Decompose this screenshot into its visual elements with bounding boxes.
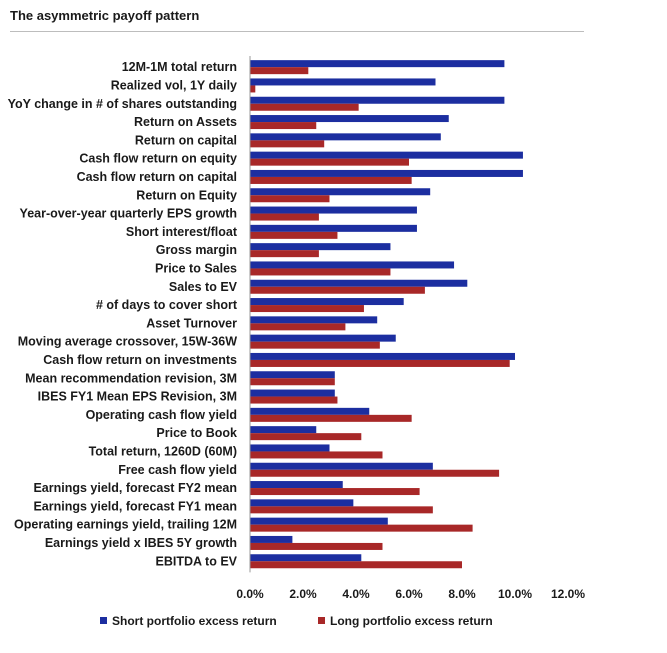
short-bar	[250, 462, 433, 470]
legend-label-long: Long portfolio excess return	[330, 614, 493, 628]
long-bar	[250, 195, 330, 203]
x-tick-label: 4.0%	[342, 587, 370, 601]
legend-swatch-short	[100, 617, 107, 624]
category-label: Price to Sales	[155, 261, 237, 275]
short-bar	[250, 389, 335, 397]
category-label: Sales to EV	[169, 280, 238, 294]
long-bar	[250, 396, 338, 404]
category-label: Moving average crossover, 15W-36W	[18, 335, 237, 349]
x-tick-label: 12.0%	[551, 587, 585, 601]
category-label: Gross margin	[156, 243, 237, 257]
short-bar	[250, 316, 378, 324]
long-bar	[250, 140, 325, 148]
long-bar	[250, 176, 412, 184]
category-label: Earnings yield, forecast FY1 mean	[33, 499, 237, 513]
long-bar	[250, 268, 391, 276]
category-label: Total return, 1260D (60M)	[89, 444, 237, 458]
long-bar	[250, 506, 433, 514]
long-bar	[250, 67, 309, 75]
x-tick-label: 2.0%	[289, 587, 317, 601]
short-bar	[250, 554, 362, 562]
short-bar	[250, 481, 343, 489]
category-label: Cash flow return on capital	[77, 170, 237, 184]
category-label: Operating cash flow yield	[86, 408, 237, 422]
long-bar	[250, 561, 462, 569]
short-bar	[250, 407, 370, 415]
category-label: Cash flow return on equity	[79, 152, 237, 166]
short-bar	[250, 151, 523, 159]
category-label: Return on Equity	[136, 188, 237, 202]
category-label: IBES FY1 Mean EPS Revision, 3M	[38, 390, 237, 404]
short-bar	[250, 78, 436, 86]
category-label: Asset Turnover	[146, 316, 237, 330]
long-bar	[250, 250, 319, 258]
category-label: Short interest/float	[126, 225, 238, 239]
category-label: Free cash flow yield	[118, 463, 237, 477]
title-divider	[10, 31, 584, 32]
long-bar	[250, 231, 338, 239]
long-bar	[250, 524, 473, 532]
short-bar	[250, 298, 404, 306]
category-label: YoY change in # of shares outstanding	[8, 97, 237, 111]
long-bar	[250, 488, 420, 496]
x-tick-label: 6.0%	[395, 587, 423, 601]
short-bar	[250, 517, 388, 525]
category-label: Cash flow return on investments	[43, 353, 237, 367]
chart-title: The asymmetric payoff pattern	[10, 8, 200, 23]
short-bar	[250, 206, 417, 214]
long-bar	[250, 305, 364, 313]
short-bar	[250, 243, 391, 251]
category-label: Return on Assets	[134, 115, 237, 129]
category-label: Realized vol, 1Y daily	[111, 78, 237, 92]
category-label: Earnings yield, forecast FY2 mean	[33, 481, 237, 495]
legend-swatch-long	[318, 617, 325, 624]
short-bar	[250, 115, 449, 123]
long-bar	[250, 286, 425, 294]
short-bar	[250, 188, 431, 196]
category-label: 12M-1M total return	[122, 60, 237, 74]
short-bar	[250, 60, 505, 68]
long-bar	[250, 359, 510, 367]
long-bar	[250, 414, 412, 422]
category-label: Price to Book	[156, 426, 237, 440]
long-bar	[250, 213, 319, 221]
short-bar	[250, 133, 441, 141]
category-label: Mean recommendation revision, 3M	[25, 371, 237, 385]
category-label: EBITDA to EV	[156, 554, 238, 568]
short-bar	[250, 371, 335, 379]
x-tick-label: 8.0%	[448, 587, 476, 601]
long-bar	[250, 122, 317, 130]
long-bar	[250, 433, 362, 441]
short-bar	[250, 334, 396, 342]
category-label: Operating earnings yield, trailing 12M	[14, 518, 237, 532]
short-bar	[250, 535, 293, 543]
long-bar	[250, 85, 256, 93]
short-bar	[250, 279, 468, 287]
x-tick-label: 10.0%	[498, 587, 532, 601]
category-label: # of days to cover short	[96, 298, 238, 312]
short-bar	[250, 444, 330, 452]
category-label: Earnings yield x IBES 5Y growth	[45, 536, 237, 550]
short-bar	[250, 224, 417, 232]
short-bar	[250, 499, 354, 507]
long-bar	[250, 323, 346, 331]
short-bar	[250, 426, 317, 434]
long-bar	[250, 378, 335, 386]
long-bar	[250, 542, 383, 550]
short-bar	[250, 96, 505, 104]
long-bar	[250, 158, 409, 166]
category-label: Year-over-year quarterly EPS growth	[20, 207, 237, 221]
long-bar	[250, 103, 359, 111]
short-bar	[250, 352, 515, 360]
short-bar	[250, 169, 523, 177]
long-bar	[250, 469, 500, 477]
x-tick-label: 0.0%	[236, 587, 264, 601]
category-label: Return on capital	[135, 133, 237, 147]
short-bar	[250, 261, 455, 269]
long-bar	[250, 341, 380, 349]
legend-label-short: Short portfolio excess return	[112, 614, 277, 628]
long-bar	[250, 451, 383, 459]
